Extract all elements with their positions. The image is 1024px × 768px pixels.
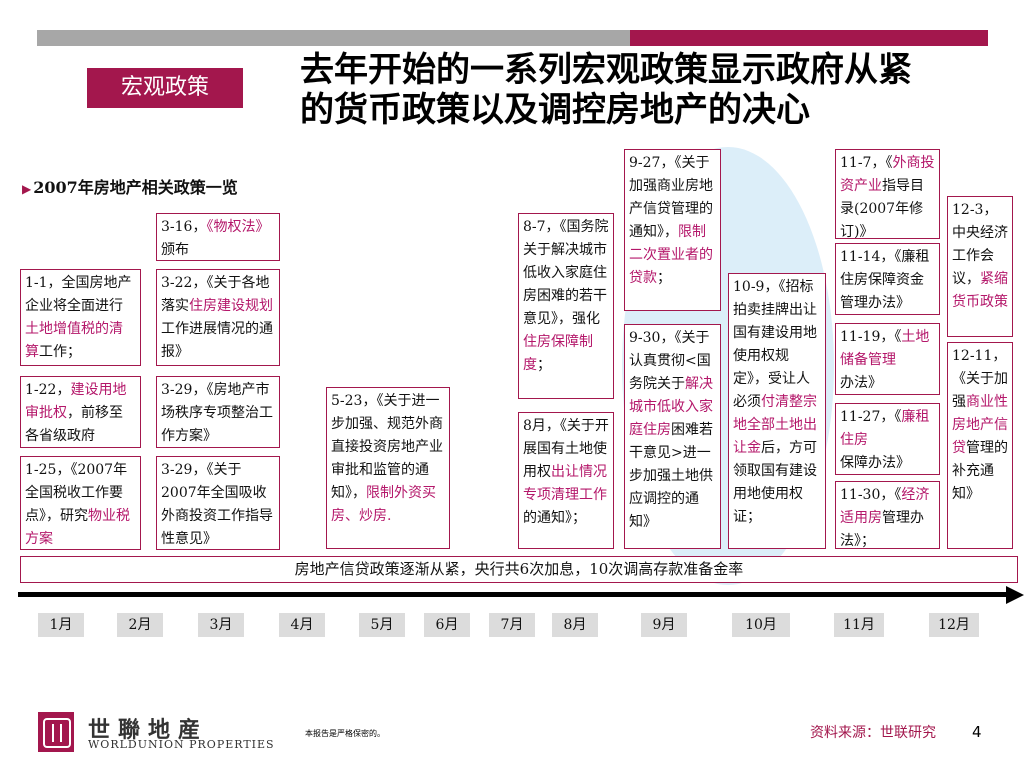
page-number: 4 [972, 723, 982, 741]
company-logo-icon [38, 712, 74, 752]
policy-box-11-30: 11-30，《经济适用房管理办法》； [835, 481, 940, 549]
policy-box-5-23: 5-23，《关于进一步加强、规范外商直接投资房地产业审批和监管的通知》，限制外资… [326, 387, 450, 549]
section-tag: 宏观政策 [87, 68, 243, 108]
month-nov: 11月 [834, 613, 884, 637]
top-bar-gray [37, 30, 630, 46]
policy-box-12-11: 12-11，《关于加强商业性房地产信贷管理的补充通知》 [947, 342, 1013, 549]
policy-box-11-19: 11-19，《土地储备管理办法》 [835, 323, 940, 395]
policy-box-8: 8月，《关于开展国有土地使用权出让情况专项清理工作的通知》； [518, 412, 614, 549]
month-dec: 12月 [929, 613, 979, 637]
month-apr: 4月 [279, 613, 325, 637]
policy-box-11-27: 11-27，《廉租住房保障办法》 [835, 403, 940, 475]
policy-box-11-7: 11-7，《外商投资产业指导目录(2007年修订)》 [835, 149, 940, 239]
confidential-note: 本报告是严格保密的。 [305, 729, 385, 738]
month-oct: 10月 [732, 613, 790, 637]
source-note: 资料来源：世联研究 [810, 725, 936, 741]
logo-chinese-name: 世聯地産 [88, 717, 209, 743]
top-bar-red [630, 30, 988, 46]
policy-box-9-30: 9-30，《关于认真贯彻<国务院关于解决城市低收入家庭住房困难若干意见>进一步加… [624, 324, 721, 549]
policy-box-3-29b: 3-29，《关于2007年全国吸收外商投资工作指导性意见》 [156, 456, 280, 550]
month-may: 5月 [359, 613, 405, 637]
subheading: ▶ 2007年房地产相关政策一览 [22, 174, 238, 198]
policy-box-11-14: 11-14，《廉租住房保障资金管理办法》 [835, 243, 940, 315]
subheading-text: 2007年房地产相关政策一览 [33, 178, 238, 197]
month-sep: 9月 [641, 613, 687, 637]
title-line-2: 的货币政策以及调控房地产的决心 [300, 90, 810, 130]
month-feb: 2月 [117, 613, 163, 637]
timeline-arrow-icon [1006, 586, 1024, 604]
policy-box-9-27: 9-27，《关于加强商业房地产信贷管理的通知》，限制二次置业者的贷款； [624, 149, 721, 311]
title-line-1: 去年开始的一系列宏观政策显示政府从紧 [300, 50, 912, 90]
policy-box-1-1: 1-1，全国房地产企业将全面进行土地增值税的清算工作； [20, 269, 141, 366]
triangle-bullet-icon: ▶ [22, 182, 32, 196]
policy-box-10-9: 10-9，《招标拍卖挂牌出让国有建设用地使用权规定》，受让人必须付清整宗地全部土… [728, 273, 826, 549]
page-title: 去年开始的一系列宏观政策显示政府从紧 的货币政策以及调控房地产的决心 [300, 50, 1000, 130]
month-jul: 7月 [489, 613, 535, 637]
policy-box-12-3: 12-3，中央经济工作会议，紧缩货币政策 [947, 196, 1013, 337]
month-aug: 8月 [552, 613, 598, 637]
logo-english-name: WORLDUNION PROPERTIES [88, 738, 275, 751]
policy-box-8-7: 8-7，《国务院关于解决城市低收入家庭住房困难的若干意见》，强化住房保障制度； [518, 213, 614, 399]
policy-box-3-29a: 3-29，《房地产市场秩序专项整治工作方案》 [156, 376, 280, 448]
timeline-axis [18, 592, 1008, 597]
credit-policy-banner: 房地产信贷政策逐渐从紧，央行共6次加息，10次调高存款准备金率 [20, 556, 1018, 583]
month-mar: 3月 [198, 613, 244, 637]
month-jan: 1月 [38, 613, 84, 637]
policy-box-3-22: 3-22，《关于各地落实住房建设规划工作进展情况的通报》 [156, 269, 280, 366]
policy-box-1-25: 1-25，《2007年全国税收工作要点》，研究物业税方案 [20, 456, 141, 550]
policy-box-3-16: 3-16，《物权法》颁布 [156, 213, 280, 261]
policy-box-1-22: 1-22，建设用地审批权，前移至各省级政府 [20, 376, 141, 448]
month-jun: 6月 [424, 613, 470, 637]
